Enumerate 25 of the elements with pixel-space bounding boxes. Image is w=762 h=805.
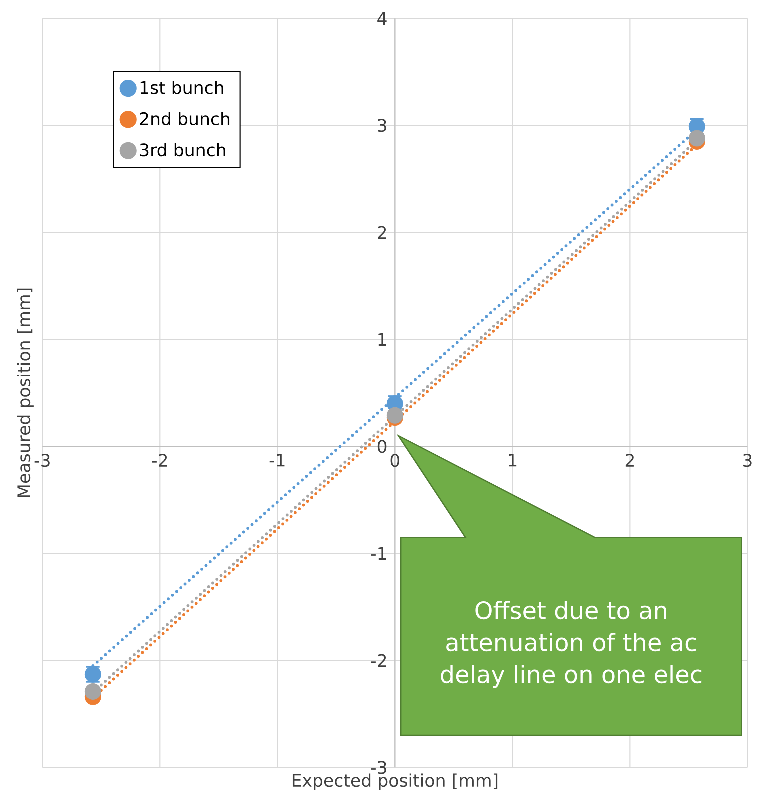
point xyxy=(84,683,102,700)
x-tick-label: -3 xyxy=(34,454,50,468)
y-tick-label: 0 xyxy=(378,440,386,454)
y-axis-title: Measured position [mm] xyxy=(16,288,34,498)
x-tick-label: -2 xyxy=(152,454,167,467)
x-axis-title: Expected position [mm] xyxy=(292,774,498,790)
y-tick-label: 2 xyxy=(378,226,386,240)
y-tick-label: -3 xyxy=(371,761,386,774)
x-tick-label: -1 xyxy=(270,454,285,467)
legend-label: 3rd bunch xyxy=(140,143,226,157)
y-tick-label: -1 xyxy=(371,547,386,560)
annotation: delay line on one elec xyxy=(440,665,702,688)
x-tick-label: 1 xyxy=(508,454,516,467)
y-tick-label: 3 xyxy=(378,119,386,132)
annotation: Offset due to an xyxy=(476,601,666,620)
x-tick-label: 2 xyxy=(626,454,634,467)
x-tick-label: 0 xyxy=(390,454,400,468)
point xyxy=(688,130,706,147)
x-tick-label: 3 xyxy=(743,454,752,468)
y-tick-label: -2 xyxy=(371,654,386,668)
annotation: attenuation of the ac xyxy=(446,633,696,652)
legend-label: 1st bunch xyxy=(140,80,224,94)
y-tick-label: 1 xyxy=(378,333,386,346)
y-tick-label: 4 xyxy=(377,12,387,25)
legend-label: 2nd bunch xyxy=(140,112,230,126)
